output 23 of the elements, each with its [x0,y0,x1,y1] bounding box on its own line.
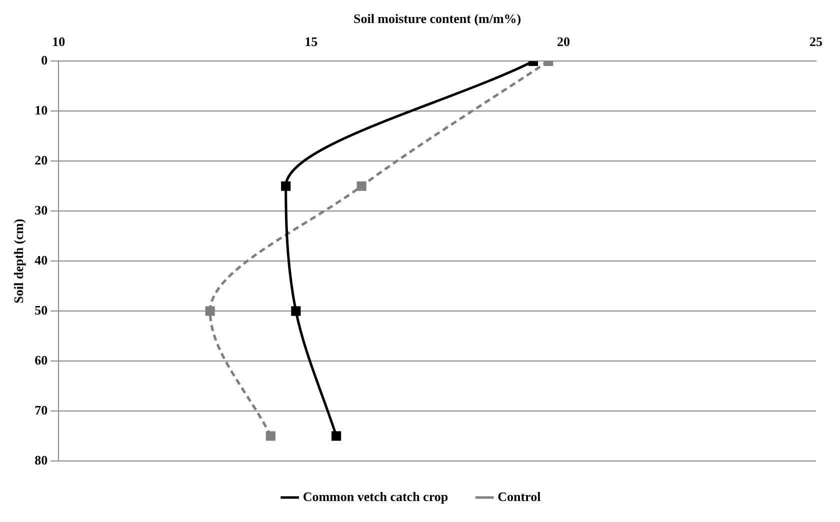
y-tick-label: 20 [34,152,48,168]
point [266,431,276,441]
x-tick-label: 15 [304,34,318,49]
y-tick-label: 70 [34,402,48,418]
x-tick-label: 25 [810,34,823,49]
y-axis-title: Soil depth (cm) [11,218,26,304]
y-tick-label: 30 [34,202,48,218]
legend-label: Common vetch catch crop [302,488,448,504]
x-axis-title: Soil moisture content (m/m%) [353,11,522,26]
y-tick-label: 10 [34,102,48,118]
y-tick-label: 40 [34,252,48,268]
y-tick-label: 0 [41,52,48,68]
point [332,431,342,441]
legend-label: Control [498,488,542,504]
y-tick-label: 80 [34,452,48,468]
y-tick-label: 50 [34,302,48,318]
x-tick-label: 20 [557,34,570,49]
point [291,306,301,316]
point [205,306,215,316]
x-tick-label: 10 [52,34,66,49]
point [281,181,291,191]
point [356,181,366,191]
y-tick-label: 60 [34,352,48,368]
